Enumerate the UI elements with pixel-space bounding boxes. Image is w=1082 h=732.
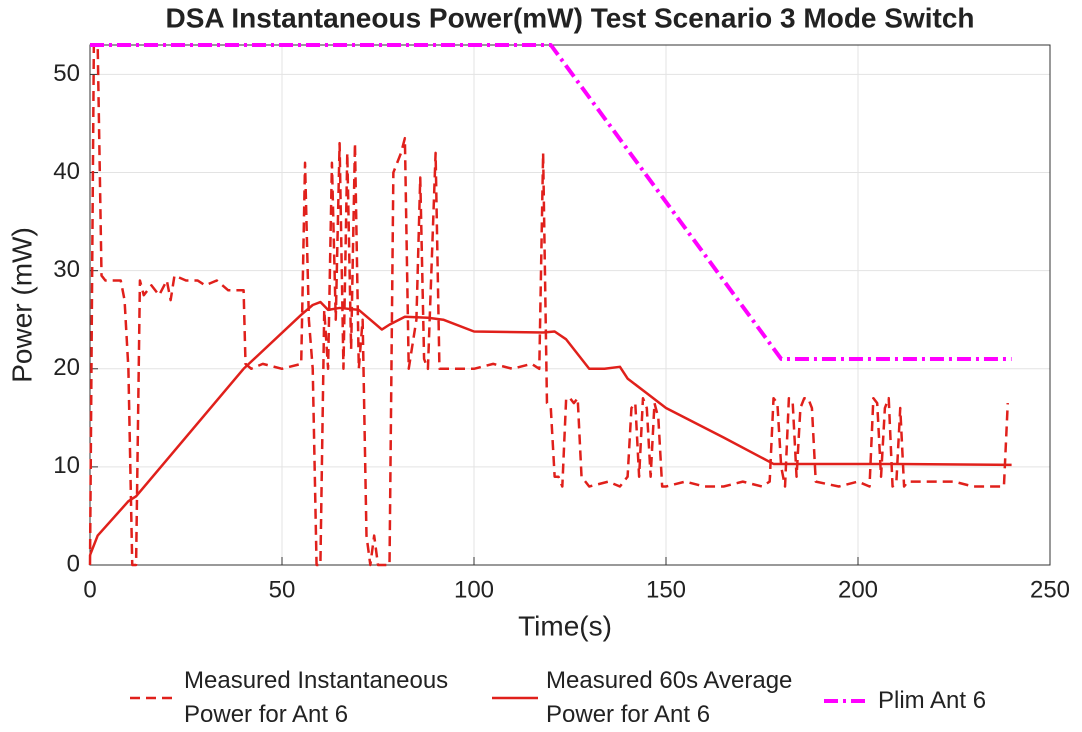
legend-swatch <box>824 699 870 703</box>
legend-item: Measured 60s Average Power for Ant 6 <box>490 664 836 732</box>
legend-item: Plim Ant 6 <box>822 684 986 718</box>
data-line <box>90 43 1012 361</box>
legend-swatch <box>130 696 176 700</box>
data-line <box>88 43 1010 567</box>
y-tick-label: 50 <box>53 60 80 87</box>
legend-label: Plim Ant 6 <box>878 687 987 714</box>
y-tick-label: 0 <box>67 550 80 577</box>
y-tick-label: 10 <box>53 452 80 479</box>
legend-label: Measured 60s Average Power for Ant 6 <box>546 667 793 728</box>
legend-label: Measured Instantaneous Power for Ant 6 <box>184 667 449 728</box>
x-tick-label: 50 <box>269 576 296 603</box>
y-axis-label: Power (mW) <box>6 227 37 383</box>
chart: DSA Instantaneous Power(mW) Test Scenari… <box>6 2 1070 641</box>
legend-item: Measured Instantaneous Power for Ant 6 <box>128 664 514 732</box>
x-tick-label: 0 <box>83 576 96 603</box>
plot-frame <box>89 44 1051 566</box>
y-tick-label: 30 <box>53 256 80 283</box>
x-tick-label: 250 <box>1030 576 1070 603</box>
y-tick-label: 20 <box>53 354 80 381</box>
chart-title: DSA Instantaneous Power(mW) Test Scenari… <box>165 2 974 33</box>
data-line <box>88 300 1012 556</box>
x-tick-label: 100 <box>454 576 494 603</box>
x-tick-label: 150 <box>646 576 686 603</box>
y-tick-label: 40 <box>53 158 80 185</box>
x-tick-label: 200 <box>838 576 878 603</box>
x-axis-label: Time(s) <box>518 610 612 641</box>
legend-swatch <box>492 696 538 700</box>
